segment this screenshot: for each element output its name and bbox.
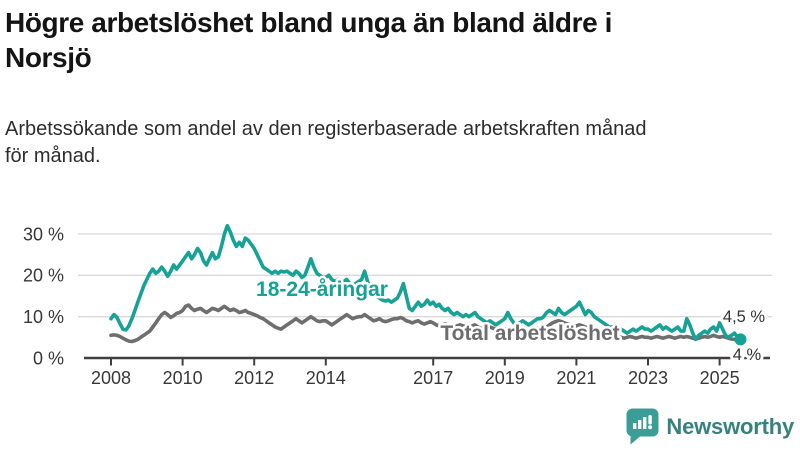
exclamation-dot <box>648 425 653 430</box>
x-axis-tick-label: 2021 <box>556 368 596 388</box>
x-axis-tick-label: 2023 <box>628 368 668 388</box>
series-end-dot <box>734 333 747 346</box>
series-line-total <box>109 303 743 344</box>
page-title-line-1: Högre arbetslöshet bland unga än bland ä… <box>5 7 613 38</box>
brand-name: Newsworthy <box>666 413 794 439</box>
x-axis-tick-label: 2010 <box>163 368 203 388</box>
x-axis-tick-label: 2008 <box>91 368 131 388</box>
series-line-youth <box>109 223 743 342</box>
bar-1 <box>633 423 637 429</box>
y-axis-tick-label: 20 % <box>23 266 64 286</box>
page-title-line-2: Norsjö <box>5 42 92 74</box>
page-subtitle-line-2: för månad. <box>5 144 101 167</box>
x-axis-tick-label: 2017 <box>413 368 453 388</box>
series-label-youth: 18-24-åringar <box>256 278 388 301</box>
unemployment-line-chart: 2008 2010 2012 2014 2017 2019 2021 2023 2025 0 % 1… <box>23 223 772 388</box>
bar-2 <box>638 420 642 429</box>
y-axis-tick-label: 30 % <box>23 224 64 244</box>
y-axis-tick-label: 0 % <box>33 348 64 368</box>
series-end-value-youth: 4,5 % <box>723 308 766 326</box>
x-axis-tick-label: 2025 <box>700 368 740 388</box>
brand-logo: Newsworthy <box>624 408 794 445</box>
speech-bubble-shape <box>626 408 659 445</box>
series-label-total: Total arbetslöshet <box>440 322 619 345</box>
page-subtitle-line-1: Arbetssökande som andel av den registerb… <box>5 118 647 140</box>
y-axis-tick-label: 10 % <box>23 307 64 327</box>
x-axis-tick-label: 2014 <box>306 368 346 388</box>
series-end-value-total: 4 % <box>733 346 762 364</box>
exclamation-bar <box>648 415 653 425</box>
bar-3 <box>643 417 647 429</box>
x-axis-tick-label: 2012 <box>234 368 274 388</box>
x-axis-tick-label: 2019 <box>485 368 525 388</box>
page-title: Högre arbetslöshet bland unga än bland ä… <box>5 5 612 76</box>
page-subtitle: Arbetssökande som andel av den registerb… <box>5 116 647 170</box>
newsworthy-chart-bubble-icon <box>626 408 659 445</box>
